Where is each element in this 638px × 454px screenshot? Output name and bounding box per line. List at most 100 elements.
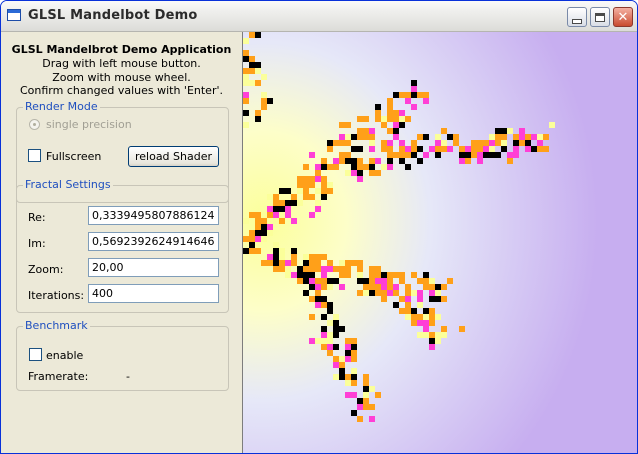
reload-shader-button[interactable]: reload Shader <box>128 146 219 167</box>
fractal-render-view[interactable] <box>243 32 637 453</box>
fractal-pixel <box>357 158 363 164</box>
fractal-pixel <box>351 410 357 416</box>
fractal-pixel <box>399 116 405 122</box>
fractal-pixel <box>267 224 273 230</box>
fractal-pixel <box>441 326 447 332</box>
fractal-pixel <box>423 134 429 140</box>
fractal-pixel <box>495 152 501 158</box>
fractal-pixel <box>393 290 399 296</box>
single-precision-radio[interactable] <box>29 119 40 130</box>
fractal-pixel <box>387 146 393 152</box>
iterations-input[interactable]: 400 <box>88 284 219 303</box>
fractal-pixel <box>429 320 435 326</box>
fractal-pixel <box>255 248 261 254</box>
fractal-pixel <box>429 278 435 284</box>
fractal-pixel <box>375 116 381 122</box>
fractal-pixel <box>471 140 477 146</box>
fractal-pixel <box>339 140 345 146</box>
fractal-pixel <box>423 152 429 158</box>
fractal-pixel <box>339 326 345 332</box>
fractal-pixel <box>435 314 441 320</box>
fractal-pixel <box>363 290 369 296</box>
mandelbrot-canvas[interactable] <box>243 32 637 453</box>
fractal-pixel <box>423 278 429 284</box>
fractal-pixel <box>255 116 261 122</box>
fractal-pixel <box>309 176 315 182</box>
fractal-pixel <box>387 140 393 146</box>
fractal-pixel <box>339 362 345 368</box>
fractal-pixel <box>249 32 255 38</box>
fractal-pixel <box>489 146 495 152</box>
fractal-pixel <box>297 176 303 182</box>
fractal-pixel <box>405 302 411 308</box>
fractal-pixel <box>309 338 315 344</box>
fractal-pixel <box>351 356 357 362</box>
fractal-pixel <box>417 92 423 98</box>
fractal-pixel <box>411 320 417 326</box>
fractal-pixel <box>543 134 549 140</box>
fractal-pixel <box>465 158 471 164</box>
im-input[interactable]: 0,5692392624914646 <box>88 232 219 251</box>
fractal-pixel <box>387 272 393 278</box>
framerate-label: Framerate: <box>28 370 89 383</box>
fractal-pixel <box>279 188 285 194</box>
fractal-pixel <box>333 140 339 146</box>
fractal-pixel <box>321 158 327 164</box>
fractal-pixel <box>273 248 279 254</box>
fractal-pixel <box>465 152 471 158</box>
fractal-pixel <box>453 140 459 146</box>
benchmark-enable-checkbox[interactable] <box>29 348 42 361</box>
fractal-pixel <box>321 182 327 188</box>
fractal-pixel <box>435 152 441 158</box>
fractal-pixel <box>303 272 309 278</box>
fractal-pixel <box>315 200 321 206</box>
fractal-pixel <box>465 146 471 152</box>
zoom-input[interactable]: 20,00 <box>88 258 219 277</box>
fractal-pixel <box>411 92 417 98</box>
fractal-pixel <box>267 254 273 260</box>
fractal-pixel <box>285 200 291 206</box>
render-mode-group: Render Mode single precision Fullscreen … <box>16 100 229 203</box>
fractal-pixel <box>513 146 519 152</box>
fractal-pixel <box>351 368 357 374</box>
fullscreen-checkbox[interactable] <box>28 149 41 162</box>
fractal-pixel <box>297 272 303 278</box>
minimize-button[interactable] <box>567 7 587 27</box>
fullscreen-label: Fullscreen <box>46 150 102 163</box>
re-input[interactable]: 0,3339495807886124 <box>88 206 219 225</box>
fractal-pixel <box>405 92 411 98</box>
fractal-pixel <box>321 278 327 284</box>
fractal-pixel <box>309 272 315 278</box>
close-button[interactable]: ✕ <box>613 7 633 27</box>
fractal-pixel <box>333 356 339 362</box>
fractal-pixel <box>501 134 507 140</box>
fractal-pixel <box>519 140 525 146</box>
fractal-pixel <box>243 110 249 116</box>
fractal-pixel <box>339 356 345 362</box>
fractal-pixel <box>393 284 399 290</box>
fractal-pixel <box>261 92 267 98</box>
fractal-pixel <box>363 380 369 386</box>
fractal-pixel <box>471 152 477 158</box>
title-bar[interactable]: GLSL Mandelbot Demo ✕ <box>1 1 637 32</box>
fractal-pixel <box>459 158 465 164</box>
iterations-label: Iterations: <box>28 289 85 302</box>
fractal-pixel <box>261 224 267 230</box>
fractal-pixel <box>291 272 297 278</box>
fractal-pixel <box>333 158 339 164</box>
fractal-pixel <box>279 200 285 206</box>
window-app-icon[interactable] <box>7 9 21 21</box>
fractal-pixel <box>369 290 375 296</box>
fractal-pixel <box>411 308 417 314</box>
fractal-pixel <box>435 146 441 152</box>
fractal-pixel <box>447 134 453 140</box>
fractal-pixel <box>243 248 249 254</box>
fractal-pixel <box>417 296 423 302</box>
fractal-pixel <box>333 314 339 320</box>
fractal-pixel <box>303 188 309 194</box>
fractal-pixel <box>261 236 267 242</box>
fractal-pixel <box>375 158 381 164</box>
maximize-button[interactable] <box>590 7 610 27</box>
fractal-pixel <box>321 302 327 308</box>
